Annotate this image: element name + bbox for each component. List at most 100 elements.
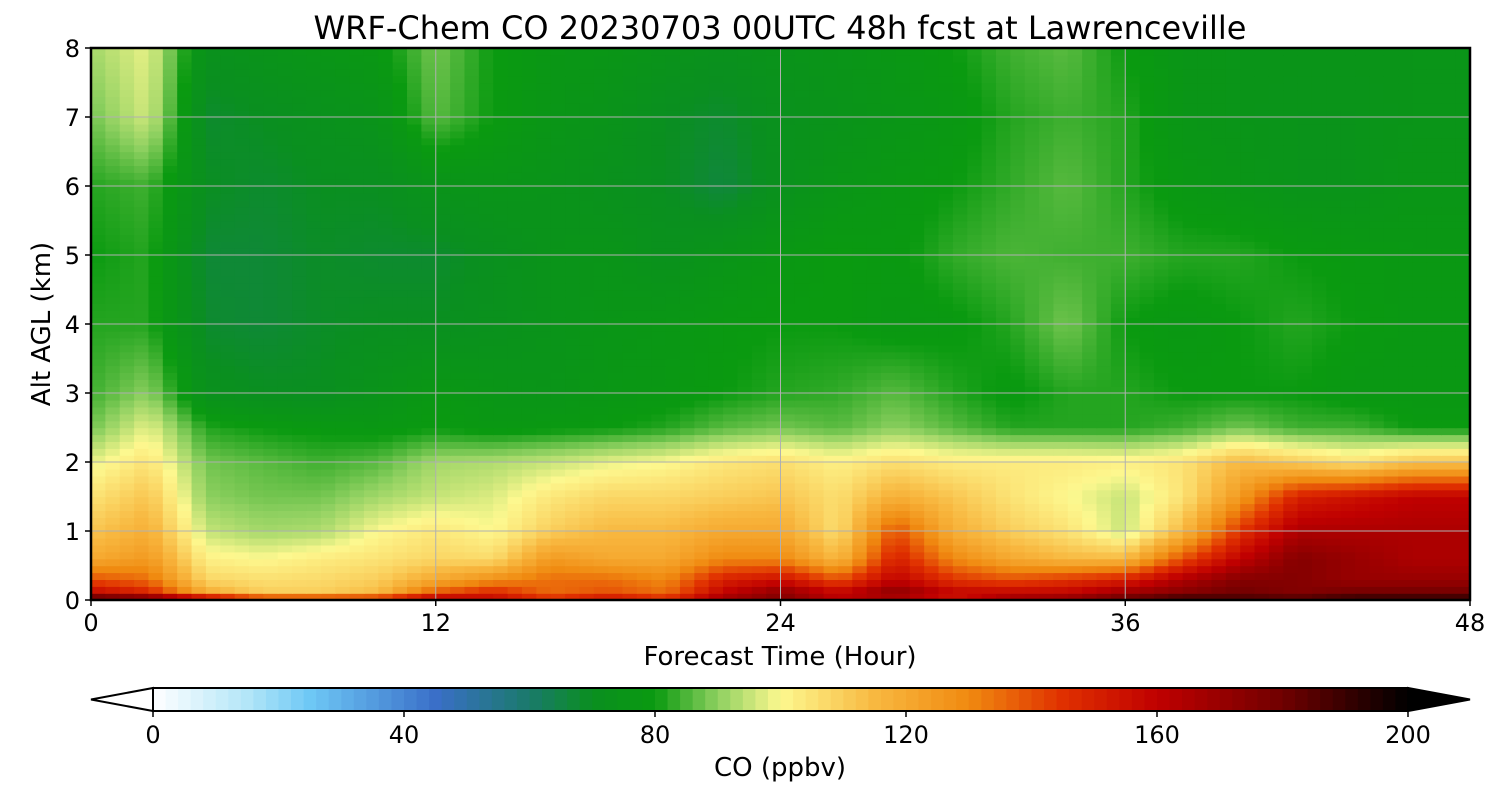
heatmap-cell	[363, 282, 379, 291]
heatmap-cell	[263, 303, 279, 311]
heatmap-cell	[263, 289, 279, 298]
heatmap-cell	[134, 482, 150, 491]
heatmap-cell	[1283, 510, 1299, 518]
heatmap-cell	[134, 358, 150, 367]
heatmap-cell	[1197, 455, 1213, 463]
heatmap-cell	[694, 565, 710, 574]
heatmap-cell	[952, 489, 968, 498]
heatmap-cell	[1383, 537, 1399, 546]
heatmap-cell	[335, 586, 351, 594]
heatmap-cell	[277, 248, 293, 256]
heatmap-cell	[723, 317, 739, 325]
heatmap-cell	[162, 337, 178, 346]
heatmap-cell	[363, 393, 379, 401]
heatmap-cell	[320, 289, 336, 298]
heatmap-cell	[909, 496, 925, 505]
heatmap-cell	[780, 427, 796, 436]
heatmap-cell	[823, 399, 839, 408]
heatmap-cell	[378, 496, 394, 505]
heatmap-cell	[263, 275, 279, 284]
heatmap-cell	[1096, 310, 1112, 318]
heatmap-cell	[1311, 510, 1328, 518]
heatmap-cell	[177, 413, 193, 422]
heatmap-cell	[981, 434, 997, 442]
heatmap-cell	[1297, 565, 1313, 574]
heatmap-cell	[1355, 282, 1371, 291]
heatmap-cell	[794, 351, 810, 360]
heatmap-cell	[234, 261, 250, 270]
heatmap-cell	[679, 572, 696, 580]
heatmap-cell	[565, 434, 581, 442]
heatmap-cell	[723, 406, 739, 415]
heatmap-cell	[536, 593, 552, 600]
heatmap-cell	[1024, 248, 1040, 256]
heatmap-cell	[665, 275, 681, 284]
heatmap-cell	[335, 379, 351, 387]
heatmap-cell	[550, 241, 566, 249]
heatmap-cell	[1110, 241, 1126, 249]
heatmap-cell	[708, 330, 724, 339]
heatmap-cell	[1139, 503, 1155, 511]
heatmap-cell	[1441, 558, 1457, 567]
heatmap-cell	[1139, 324, 1155, 332]
heatmap-cell	[277, 475, 293, 484]
heatmap-cell	[1412, 468, 1428, 477]
heatmap-cell	[1182, 386, 1198, 394]
heatmap-cell	[234, 399, 250, 408]
heatmap-cell	[881, 565, 897, 574]
heatmap-cell	[550, 324, 566, 332]
heatmap-cell	[651, 455, 667, 463]
heatmap-cell	[608, 468, 624, 477]
heatmap-cell	[105, 296, 121, 304]
heatmap-cell	[1426, 420, 1442, 429]
heatmap-cell	[205, 475, 221, 484]
heatmap-cell	[205, 586, 221, 594]
heatmap-cell	[981, 579, 997, 587]
heatmap-cell	[536, 358, 552, 367]
heatmap-cell	[1240, 379, 1256, 387]
heatmap-cell	[1340, 393, 1356, 401]
heatmap-cell	[837, 468, 854, 477]
heatmap-cell	[1369, 586, 1385, 594]
heatmap-cell	[521, 441, 537, 449]
heatmap-cell	[1197, 317, 1213, 325]
heatmap-cell	[622, 441, 638, 449]
heatmap-cell	[392, 586, 408, 594]
heatmap-cell	[809, 434, 825, 442]
heatmap-cell	[766, 241, 782, 249]
heatmap-cell	[550, 406, 566, 415]
heatmap-cell	[249, 468, 265, 477]
heatmap-cell	[794, 413, 810, 422]
heatmap-cell	[320, 399, 336, 408]
heatmap-cell	[1254, 337, 1270, 346]
heatmap-cell	[593, 503, 609, 511]
heatmap-cell	[249, 462, 265, 470]
heatmap-cell	[1024, 379, 1040, 387]
heatmap-cell	[909, 524, 925, 532]
heatmap-cell	[909, 365, 925, 373]
heatmap-cell	[1139, 579, 1155, 587]
heatmap-cell	[177, 448, 193, 456]
heatmap-cell	[1168, 261, 1184, 270]
heatmap-cell	[622, 434, 638, 442]
heatmap-cell	[565, 289, 581, 298]
heatmap-cell	[263, 475, 279, 484]
heatmap-cell	[521, 496, 537, 505]
heatmap-cell	[952, 324, 968, 332]
heatmap-cell	[1441, 351, 1457, 360]
heatmap-cell	[407, 517, 423, 525]
heatmap-cell	[162, 448, 178, 456]
heatmap-cell	[708, 406, 724, 415]
heatmap-cell	[1340, 475, 1356, 484]
heatmap-cell	[1398, 275, 1414, 284]
heatmap-cell	[766, 344, 782, 353]
heatmap-cell	[1110, 427, 1126, 436]
heatmap-cell	[708, 531, 724, 539]
heatmap-cell	[593, 324, 609, 332]
heatmap-cell	[177, 393, 193, 401]
heatmap-cell	[794, 261, 810, 270]
heatmap-cell	[105, 524, 121, 532]
heatmap-cell	[823, 448, 839, 456]
heatmap-cell	[550, 337, 566, 346]
heatmap-cell	[1455, 489, 1470, 498]
